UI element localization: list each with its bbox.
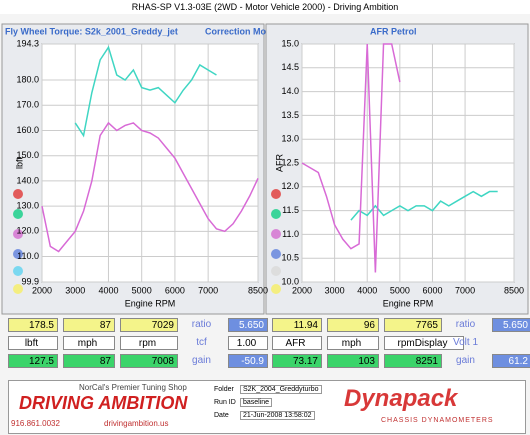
x-axis-label: Engine RPM xyxy=(383,298,434,308)
y-tick-label: 13.0 xyxy=(281,134,299,144)
readout: 96 xyxy=(327,318,379,332)
run-id: baseline xyxy=(240,398,273,407)
readout: 127.5 xyxy=(8,354,58,368)
readout: 5.650 xyxy=(228,318,268,332)
readout: 87 xyxy=(63,354,115,368)
date: 21-Jun-2008 13:58:02 xyxy=(240,411,315,420)
label: Folder xyxy=(214,386,234,393)
series-line xyxy=(350,190,498,221)
chart-title: AFR Petrol xyxy=(370,26,417,36)
readout: 7008 xyxy=(120,354,178,368)
y-tick-label: 12.5 xyxy=(281,157,299,167)
x-axis-label: Engine RPM xyxy=(125,298,176,308)
readout: 61.2 xyxy=(492,354,530,368)
series-line xyxy=(301,43,401,273)
readout: 103 xyxy=(327,354,379,368)
readout: Volt 1 xyxy=(452,337,479,348)
url: drivingambition.us xyxy=(104,419,169,428)
readout: 8251 xyxy=(384,354,442,368)
x-tick-label: 7000 xyxy=(455,285,475,295)
y-tick-label: 99.9 xyxy=(21,276,39,286)
x-tick-label: 6000 xyxy=(165,285,185,295)
chart-title: Fly Wheel Torque: S2k_2001_Greddy_jet xyxy=(5,26,178,36)
readout: tcf xyxy=(196,337,207,348)
x-tick-label: 2000 xyxy=(32,285,52,295)
readout: mph xyxy=(63,336,115,350)
y-tick-label: 140.0 xyxy=(16,175,39,185)
readout: 7029 xyxy=(120,318,178,332)
x-tick-label: 3000 xyxy=(325,285,345,295)
readout: 5.650 xyxy=(492,318,530,332)
readout: 87 xyxy=(63,318,115,332)
chart-subtitle: Correction Mo xyxy=(205,26,267,36)
x-tick-label: 5000 xyxy=(390,285,410,295)
y-tick-label: 10.0 xyxy=(281,276,299,286)
readout: ratio xyxy=(191,319,212,330)
dyno-brand: Dynapack xyxy=(344,385,458,412)
footer: NorCal's Premier Tuning Shop DRIVING AMB… xyxy=(8,380,526,434)
readout: ratio xyxy=(455,319,476,330)
readout: 73.17 xyxy=(272,354,322,368)
readout: AFR xyxy=(272,336,322,350)
y-tick-label: 12.0 xyxy=(281,181,299,191)
readout: 1.00 xyxy=(228,336,268,350)
x-tick-label: 4000 xyxy=(98,285,118,295)
legend-dots xyxy=(13,189,281,294)
readout: gain xyxy=(192,355,211,366)
series-line xyxy=(41,121,259,253)
x-tick-label: 2000 xyxy=(292,285,312,295)
label: Date xyxy=(214,412,229,419)
readout: 11.94 xyxy=(272,318,322,332)
series-line xyxy=(74,45,217,138)
y-axis-label: AFR xyxy=(274,153,284,172)
x-tick-label: 3000 xyxy=(65,285,85,295)
phone: 916.861.0032 xyxy=(11,419,60,428)
y-tick-label: 11.0 xyxy=(282,229,299,239)
readout: lbft xyxy=(8,336,58,350)
y-tick-label: 194.3 xyxy=(16,38,39,48)
y-tick-label: 170.0 xyxy=(16,100,39,110)
tagline: NorCal's Premier Tuning Shop xyxy=(79,383,187,392)
readout: mph xyxy=(327,336,379,350)
y-tick-label: 180.0 xyxy=(16,74,39,84)
run-info: Folder S2K_2004_Greddyturbo Run ID baselin… xyxy=(214,383,322,422)
x-tick-label: 6000 xyxy=(422,285,442,295)
x-tick-label: 7000 xyxy=(198,285,218,295)
brand: DRIVING AMBITION xyxy=(19,393,188,413)
y-tick-label: 160.0 xyxy=(16,125,39,135)
plot-area xyxy=(41,43,259,283)
y-tick-label: 14.5 xyxy=(281,62,299,72)
readout: -50.9 xyxy=(228,354,268,368)
x-tick-label: 4000 xyxy=(357,285,377,295)
readout: rpmDisplay xyxy=(384,336,464,350)
y-tick-label: 11.5 xyxy=(282,205,299,215)
y-tick-label: 13.5 xyxy=(281,110,299,120)
y-tick-label: 120.0 xyxy=(16,226,39,236)
y-tick-label: 150.0 xyxy=(16,150,39,160)
y-tick-label: 10.5 xyxy=(281,253,299,263)
x-tick-label: 8500 xyxy=(248,285,268,295)
readout: gain xyxy=(456,355,475,366)
y-tick-label: 110.0 xyxy=(17,251,39,261)
x-tick-label: 8500 xyxy=(504,285,524,295)
window-title: RHAS-SP V1.3-03E (2WD - Motor Vehicle 20… xyxy=(0,0,530,14)
charts: Fly Wheel Torque: S2k_2001_Greddy_jet Cor… xyxy=(1,23,529,315)
label: Run ID xyxy=(214,399,236,406)
y-tick-label: 130.0 xyxy=(16,200,39,210)
y-tick-label: 14.0 xyxy=(281,86,299,96)
readout: 7765 xyxy=(384,318,442,332)
y-axis-label: lbft xyxy=(14,157,24,170)
readout: 178.5 xyxy=(8,318,58,332)
readout: rpm xyxy=(120,336,178,350)
dyno-sub: CHASSIS DYNAMOMETERS xyxy=(381,417,494,424)
folder: S2K_2004_Greddyturbo xyxy=(240,385,322,394)
x-tick-label: 5000 xyxy=(132,285,152,295)
y-tick-label: 15.0 xyxy=(281,38,299,48)
